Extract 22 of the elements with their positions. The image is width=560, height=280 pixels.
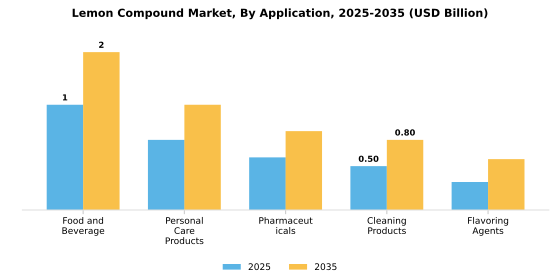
- x-tick-label: Cleaning Products: [368, 216, 406, 234]
- x-tick-label: Food and Beverage: [62, 216, 104, 236]
- x-tick-label: Flavoring Agents: [468, 216, 508, 236]
- bar: [184, 104, 221, 210]
- bar: [488, 159, 525, 210]
- bar: [286, 131, 322, 210]
- data-label: 1: [62, 94, 68, 100]
- bar: [350, 166, 387, 210]
- data-label: 2: [99, 42, 104, 48]
- bar: [83, 52, 120, 210]
- legend-label: 2035: [314, 263, 336, 270]
- bar: [148, 140, 184, 210]
- chart-title: Lemon Compound Market, By Application, 2025-2035 (USD Billion): [72, 8, 488, 20]
- x-tick-label: Pharmaceut icals: [259, 216, 313, 234]
- bar: [46, 104, 84, 210]
- bar: [452, 182, 488, 210]
- data-label: 0.50: [358, 156, 378, 162]
- bar: [249, 157, 286, 210]
- data-label: 0.80: [395, 129, 415, 136]
- bar: [386, 140, 424, 210]
- x-tick-label: Personal Care Products: [166, 216, 204, 244]
- legend-label: 2025: [248, 263, 270, 270]
